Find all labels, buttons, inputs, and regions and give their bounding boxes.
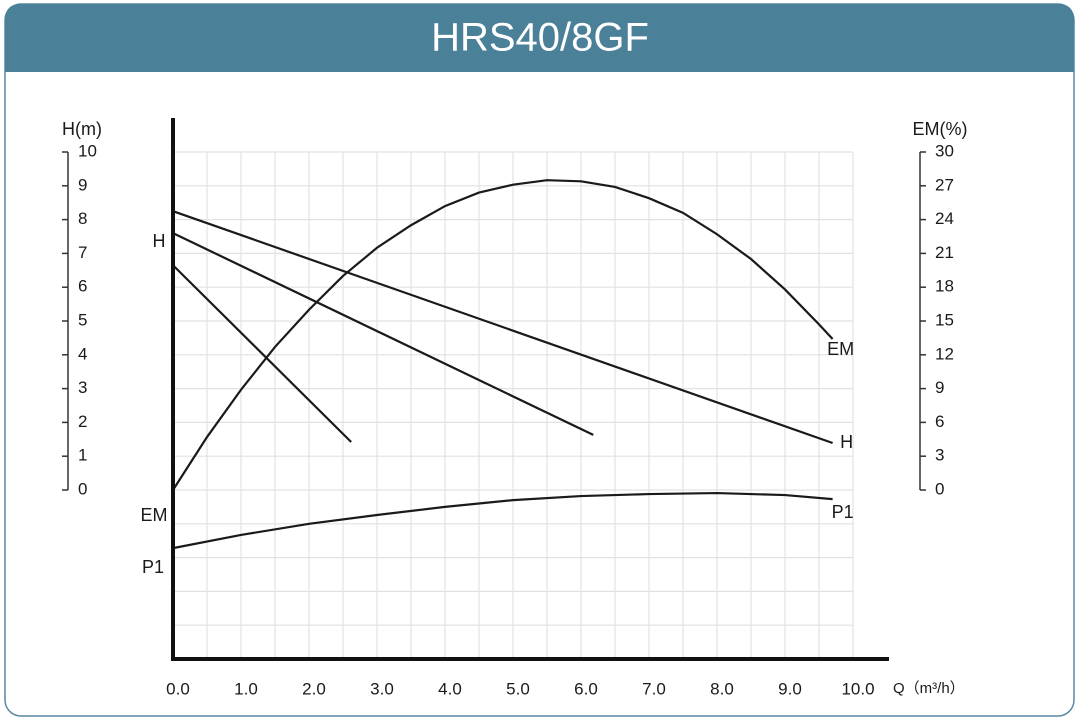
y-tick-label: 1 [78, 446, 87, 465]
y2-tick-label: 18 [935, 277, 954, 296]
chart-title: HRS40/8GF [431, 16, 649, 60]
y2-axis-title: EM(%) [913, 119, 968, 139]
curve [172, 210, 833, 445]
y-tick-label: 0 [78, 479, 87, 498]
curve-label: H [840, 432, 853, 452]
curve-label: EM [141, 505, 168, 525]
x-tick-label: 6.0 [574, 679, 598, 698]
y-tick-label: 9 [78, 175, 87, 194]
x-tick-label: 10.0 [841, 679, 874, 698]
x-tick-label: 5.0 [506, 679, 530, 698]
y2-tick-label: 27 [935, 175, 954, 194]
y2-tick-label: 15 [935, 310, 954, 329]
x-tick-label: 1.0 [234, 679, 258, 698]
curve-label: P1 [142, 557, 164, 577]
curve [172, 232, 594, 436]
y-tick-label: 3 [78, 378, 87, 397]
y-tick-label: 8 [78, 209, 87, 228]
curve-label: P1 [832, 502, 854, 522]
x-tick-label: 8.0 [710, 679, 734, 698]
y2-tick-label: 12 [935, 344, 954, 363]
y2-tick-label: 30 [935, 141, 954, 160]
x-tick-label: 2.0 [302, 679, 326, 698]
x-tick-label: 0.0 [166, 679, 190, 698]
y-tick-label: 4 [78, 344, 87, 363]
header-bar [5, 4, 1074, 72]
y2-tick-label: 9 [935, 378, 944, 397]
x-tick-label: 3.0 [370, 679, 394, 698]
frame [4, 3, 1075, 717]
curve-label: H [153, 231, 166, 251]
x-axis-title: Q（m³/h） [893, 680, 965, 697]
curve-label: EM [827, 339, 854, 359]
y-tick-label: 10 [78, 141, 97, 160]
y2-tick-label: 24 [935, 209, 954, 228]
y2-tick-label: 21 [935, 243, 954, 262]
y-tick-label: 2 [78, 412, 87, 431]
y-tick-label: 6 [78, 277, 87, 296]
curve [172, 491, 833, 550]
x-tick-label: 4.0 [438, 679, 462, 698]
y2-tick-label: 3 [935, 446, 944, 465]
y-tick-label: 7 [78, 243, 87, 262]
curve [172, 264, 352, 443]
y2-tick-label: 0 [935, 479, 944, 498]
y-axis-title: H(m) [62, 119, 102, 139]
y2-tick-label: 6 [935, 412, 944, 431]
x-tick-label: 7.0 [642, 679, 666, 698]
y-tick-label: 5 [78, 310, 87, 329]
curve [172, 179, 834, 491]
x-tick-label: 9.0 [778, 679, 802, 698]
